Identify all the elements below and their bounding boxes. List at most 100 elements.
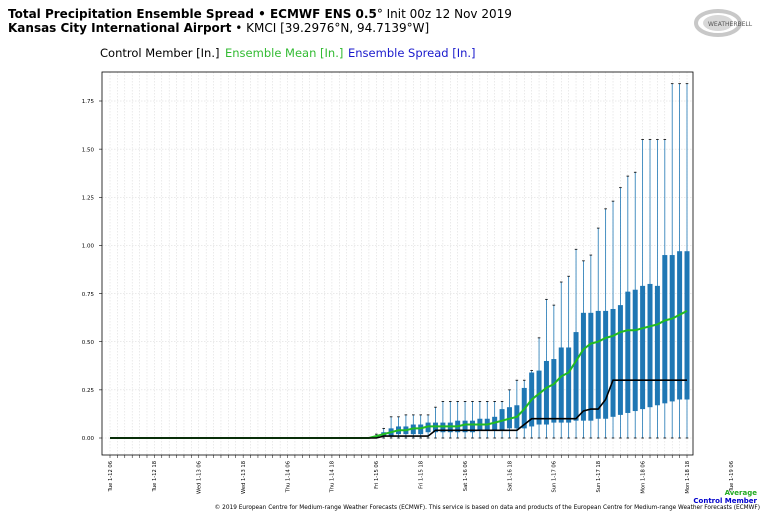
y-tick-label: 0.75: [82, 292, 95, 298]
y-tick-label: 1.25: [82, 195, 95, 201]
box-member: [388, 416, 394, 439]
y-tick-label: 1.75: [82, 99, 95, 105]
box-member: [418, 414, 424, 439]
location-name: Kansas City International Airport: [8, 21, 232, 35]
x-tick-label: Sun 1-17 18: [596, 461, 602, 493]
box-member: [469, 401, 475, 439]
box-member: [529, 370, 535, 439]
box-member: [536, 337, 542, 439]
box-member: [492, 401, 498, 439]
box-member: [595, 227, 601, 439]
x-tick-label: Wed 1-13 18: [241, 461, 247, 494]
box-iqr: [566, 347, 572, 423]
box-iqr: [647, 283, 653, 408]
legend-spread: Ensemble Spread [In.]: [348, 46, 476, 60]
box-iqr: [462, 420, 468, 433]
x-tick-label: Mon 1-18 18: [685, 461, 691, 494]
title-init: Init 00z 12 Nov 2019: [386, 7, 512, 21]
grid: [102, 72, 693, 455]
box-iqr: [447, 422, 453, 433]
box-iqr: [632, 289, 638, 412]
x-tick-label: Sun 1-17 06: [552, 461, 558, 493]
box-member: [573, 248, 579, 439]
box-iqr: [558, 347, 564, 423]
box-member: [403, 414, 409, 439]
box-member: [447, 401, 453, 439]
box-iqr: [610, 308, 616, 417]
box-member: [410, 414, 416, 439]
box-member: [484, 401, 490, 439]
box-iqr: [617, 305, 623, 415]
x-tick-label: Sat 1-16 06: [463, 461, 469, 491]
x-axis: Tue 1-12 06 Tue 1-12 18 Wed 1-13 06 Wed 1-1…: [108, 455, 735, 494]
box-member: [455, 401, 461, 439]
box-iqr: [677, 251, 683, 400]
box-member: [610, 200, 616, 439]
box-iqr: [625, 291, 631, 413]
box-iqr: [603, 310, 609, 419]
footer-control-label: Control Member: [693, 497, 757, 505]
box-member: [603, 208, 609, 439]
title-main: Total Precipitation Ensemble Spread • EC…: [8, 7, 377, 21]
box-member: [662, 139, 668, 439]
legend-mean: Ensemble Mean [In.]: [225, 46, 344, 60]
y-tick-label: 0.25: [82, 388, 95, 394]
y-tick-label: 1.50: [82, 147, 95, 153]
box-member: [462, 401, 468, 439]
y-tick-label: 1.00: [82, 244, 95, 250]
box-member: [669, 83, 675, 439]
box-member: [477, 401, 483, 439]
x-tick-label: Thu 1-14 18: [330, 461, 336, 493]
x-tick-label: Thu 1-14 06: [285, 461, 291, 493]
box-iqr: [588, 312, 594, 421]
box-iqr: [469, 420, 475, 433]
x-tick-label: Wed 1-13 06: [197, 461, 203, 494]
box-iqr: [440, 422, 446, 433]
y-axis: 0.00 0.25 0.50 0.75 1.00 1.25 1.50 1.75: [82, 99, 102, 442]
logo-text: WEATHERBELL: [708, 21, 753, 28]
box-iqr: [432, 422, 438, 433]
plot-frame: [101, 71, 694, 456]
box-iqr: [662, 255, 668, 404]
control-line: [110, 379, 687, 439]
box-iqr: [536, 370, 542, 425]
box-iqr: [595, 310, 601, 419]
box-member: [432, 406, 438, 439]
box-iqr: [573, 332, 579, 421]
x-tick-label: Sat 1-16 18: [507, 461, 513, 491]
box-member: [625, 175, 631, 439]
footer-copyright: © 2019 European Centre for Medium-range …: [214, 505, 761, 511]
weatherbell-logo: WEATHERBELL: [694, 8, 756, 38]
box-member: [543, 298, 549, 439]
box-iqr: [684, 251, 690, 400]
box-member: [684, 83, 690, 439]
x-tick-label: Fri 1-15 18: [418, 461, 424, 489]
x-tick-label: Mon 1-18 06: [640, 461, 646, 494]
box-iqr: [580, 312, 586, 421]
box-member: [566, 275, 572, 439]
box-member: [440, 401, 446, 439]
box-member: [551, 304, 557, 439]
box-member: [654, 139, 660, 439]
box-member: [588, 254, 594, 439]
footer-average-label: Average: [724, 489, 757, 497]
box-member: [632, 171, 638, 439]
location-coords: • KMCI [39.2976°N, 94.7139°W]: [231, 21, 430, 35]
box-iqr: [654, 285, 660, 406]
box-member: [558, 281, 564, 439]
x-tick-label: Fri 1-15 06: [374, 461, 380, 489]
box-member: [640, 139, 646, 439]
y-tick-label: 0.00: [82, 436, 95, 442]
line-series: [110, 310, 688, 439]
box-iqr: [551, 359, 557, 423]
box-iqr: [543, 360, 549, 425]
box-member: [396, 416, 401, 439]
box-series: [373, 83, 690, 439]
title-degree: °: [376, 7, 383, 21]
box-iqr: [640, 285, 646, 410]
x-tick-label: Tue 1-12 06: [108, 461, 114, 493]
box-member: [647, 139, 653, 439]
legend-control: Control Member [In.]: [100, 46, 220, 60]
box-member: [617, 187, 623, 439]
